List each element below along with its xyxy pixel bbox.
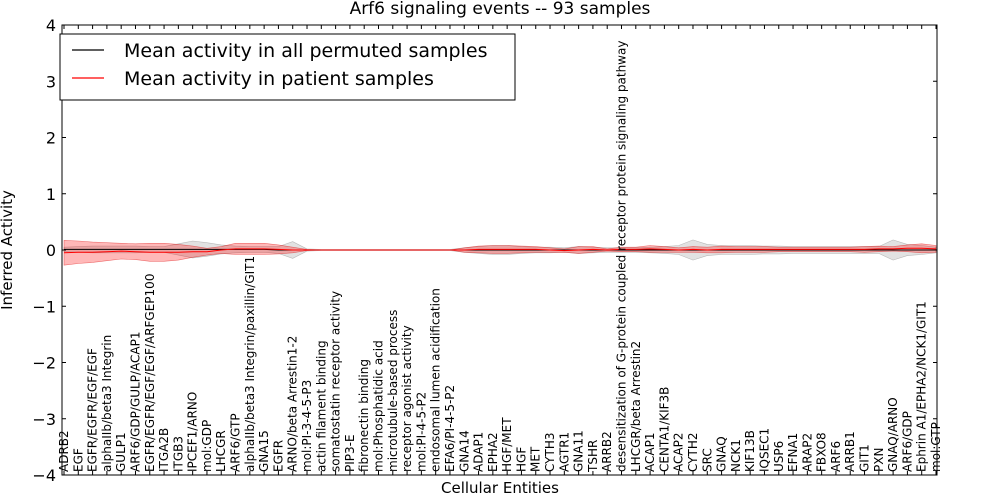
x-tick-label: AGTR1 bbox=[557, 432, 571, 472]
x-tick-label: TSHR bbox=[586, 440, 600, 473]
x-tick-label: ARF6/GDP/GULP/ACAP1 bbox=[129, 332, 143, 472]
x-tick-label: CYTH3 bbox=[543, 433, 557, 473]
y-tick-label: −2 bbox=[32, 354, 56, 373]
x-tick-label: HGF/MET bbox=[500, 417, 514, 472]
x-tick-label: EGFR/EGFR/EGF/EGF/ARFGEP100 bbox=[143, 274, 157, 472]
x-tick-label: IQSEC1 bbox=[758, 428, 772, 472]
chart-title: Arf6 signaling events -- 93 samples bbox=[350, 0, 651, 19]
x-tick-label: GNA15 bbox=[257, 430, 271, 472]
legend: Mean activity in all permuted samples Me… bbox=[59, 33, 516, 101]
x-tick-label: desensitization of G-protein coupled rec… bbox=[615, 41, 629, 472]
x-tick-label: LHCGR/beta Arrestin2 bbox=[629, 341, 643, 472]
x-tick-label: USP6 bbox=[772, 441, 786, 472]
x-axis-label: Cellular Entities bbox=[441, 479, 559, 497]
x-tick-label: mol:PI-3-4-5-P3 bbox=[300, 380, 314, 472]
x-tick-label: PIP3-E bbox=[343, 434, 357, 472]
x-tick-label: mol:GDP bbox=[200, 420, 214, 472]
x-tick-label: IPCEF1/ARNO bbox=[186, 392, 200, 472]
x-tick-label: ARF6 bbox=[829, 441, 843, 472]
x-tick-label: ARF6/GDP bbox=[900, 411, 914, 472]
x-tick-label: mol:Phosphatidic acid bbox=[372, 340, 386, 472]
x-tick-label: alphaIIb/beta3 Integrin/paxillin/GIT1 bbox=[243, 256, 257, 472]
activity-bands bbox=[63, 239, 937, 266]
x-tick-label: microtubule-based process bbox=[386, 310, 400, 472]
x-tick-label: ADRB2 bbox=[57, 430, 71, 472]
y-axis-label: Inferred Activity bbox=[0, 190, 16, 310]
activity-lines bbox=[63, 247, 937, 254]
x-tick-label: EPHA2 bbox=[486, 432, 500, 472]
y-tick-label: −4 bbox=[32, 466, 56, 485]
x-tick-label: EFA6/PI-4-5-P2 bbox=[443, 385, 457, 472]
y-tick-label: −3 bbox=[32, 410, 56, 429]
y-axis: 4 3 2 1 0 −1 −2 −3 −4 bbox=[32, 16, 937, 485]
x-tick-label: PXN bbox=[872, 448, 886, 472]
legend-label-permuted: Mean activity in all permuted samples bbox=[124, 40, 487, 62]
x-tick-label: ARRB2 bbox=[600, 431, 614, 472]
legend-box bbox=[59, 33, 516, 101]
x-tick-label: ARNO/beta Arrestin1-2 bbox=[286, 336, 300, 472]
x-tick-label: MET bbox=[529, 446, 543, 472]
x-tick-label: ITGA2B bbox=[157, 428, 171, 472]
x-tick-label: mol:GTP bbox=[929, 422, 943, 472]
x-tick-label: alphaIIb/beta3 Integrin bbox=[100, 335, 114, 472]
x-tick-label: mol:PI-4-5-P2 bbox=[414, 392, 428, 472]
x-tick-label: GIT1 bbox=[858, 444, 872, 472]
x-tick-label: EGFR bbox=[271, 440, 285, 472]
x-tick-label: ARRB1 bbox=[843, 431, 857, 472]
x-tick-label: HGF bbox=[514, 447, 528, 472]
x-tick-label: GULP1 bbox=[114, 432, 128, 472]
legend-label-patient: Mean activity in patient samples bbox=[124, 68, 434, 90]
x-tick-label: EFNA1 bbox=[786, 433, 800, 472]
x-tick-label: KIF13B bbox=[743, 430, 757, 472]
x-tick-label: fibronectin binding bbox=[357, 359, 371, 472]
x-tick-label: somatostatin receptor activity bbox=[329, 291, 343, 472]
y-tick-label: 0 bbox=[46, 241, 56, 260]
x-tick-label: Ephrin A1/EPHA2/NCK1/GIT1 bbox=[915, 301, 929, 472]
x-tick-label: GNAQ bbox=[715, 436, 729, 472]
x-tick-label: CYTH2 bbox=[686, 433, 700, 473]
x-tick-label: ITGB3 bbox=[171, 436, 185, 472]
y-tick-label: −1 bbox=[32, 297, 56, 316]
x-tick-label: FBXO8 bbox=[815, 432, 829, 472]
y-tick-label: 3 bbox=[46, 72, 56, 91]
x-tick-label: ADAP1 bbox=[472, 432, 486, 472]
series-line-patient bbox=[63, 247, 937, 254]
x-tick-label: GNA11 bbox=[572, 430, 586, 472]
x-tick-label: actin filament binding bbox=[314, 340, 328, 472]
x-axis: ADRB2 EGF EGFR/EGFR/EGF/EGF alphaIIb/beta3 … bbox=[57, 25, 943, 475]
x-tick-label: CENTA1/KIF3B bbox=[657, 387, 671, 472]
x-tick-label: GNAQ/ARNO bbox=[886, 397, 900, 472]
x-tick-label: receptor agonist activity bbox=[400, 325, 414, 472]
x-tick-label: ACAP1 bbox=[643, 433, 657, 472]
x-tick-label: GNA14 bbox=[457, 430, 471, 472]
x-tick-label: SRC bbox=[700, 448, 714, 472]
series-line-permuted bbox=[64, 248, 936, 251]
y-tick-label: 4 bbox=[46, 16, 56, 35]
x-tick-label: LHCGR bbox=[214, 430, 228, 472]
x-tick-label: EGFR/EGFR/EGF/EGF bbox=[86, 348, 100, 472]
x-tick-label: EGF bbox=[71, 448, 85, 472]
y-tick-label: 1 bbox=[46, 185, 56, 204]
x-tick-label: ARF6/GTP bbox=[229, 413, 243, 472]
x-tick-label: NCK1 bbox=[729, 439, 743, 472]
y-tick-label: 2 bbox=[46, 129, 56, 148]
x-tick-label: ACAP2 bbox=[672, 433, 686, 472]
x-tick-label: endosomal lumen acidification bbox=[429, 288, 443, 472]
x-tick-label: ARAP2 bbox=[800, 433, 814, 472]
